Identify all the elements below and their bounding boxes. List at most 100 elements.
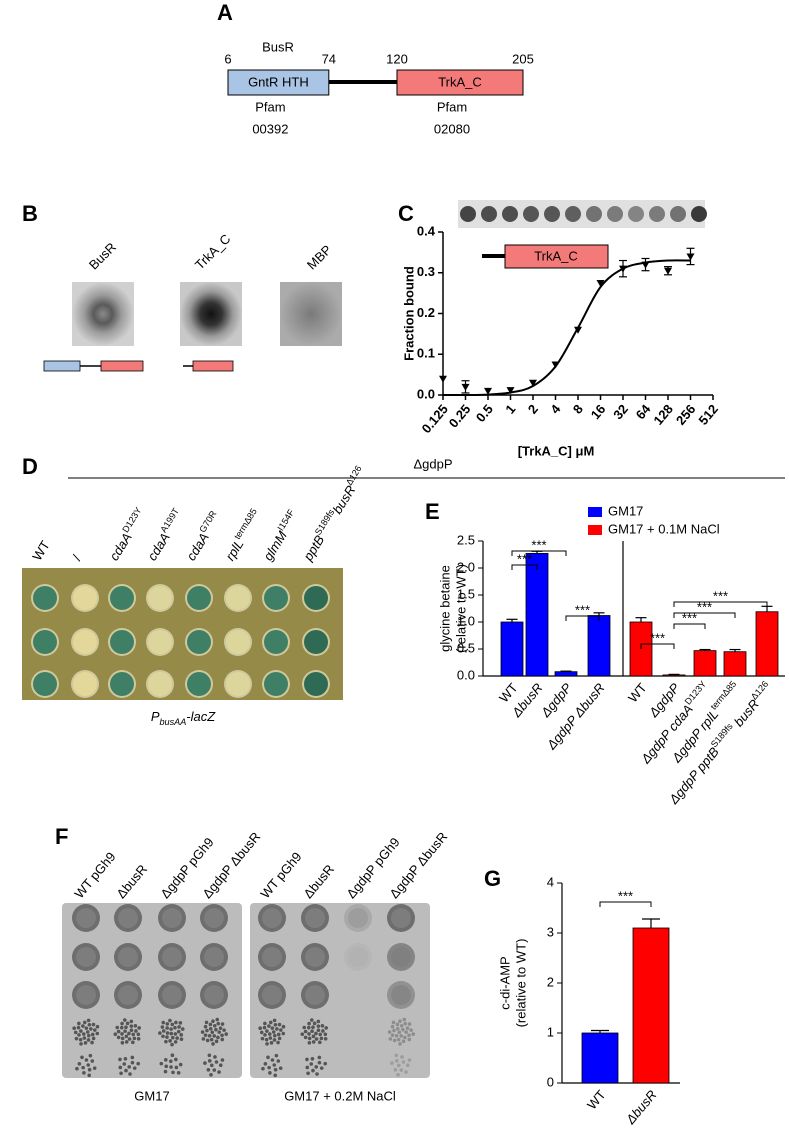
- colony-dot: [203, 1033, 208, 1037]
- colony-dot: [169, 1065, 173, 1069]
- colony-dot: [403, 1021, 408, 1026]
- colony-dot: [131, 1040, 135, 1045]
- colony-dot: [324, 1026, 328, 1030]
- plate: [22, 568, 343, 700]
- spot: [523, 206, 539, 222]
- legend-label: GM17: [608, 503, 643, 518]
- colony-dot: [161, 1034, 165, 1039]
- significance-label: ***: [697, 599, 712, 614]
- colony-dot: [209, 1037, 214, 1042]
- colony-dot: [271, 1030, 276, 1034]
- spot-core: [204, 947, 224, 967]
- colony-dot: [180, 1027, 185, 1031]
- y-axis-title: c-di-AMP: [497, 956, 512, 1009]
- colony-dot: [401, 1060, 406, 1064]
- colony-dot: [170, 1053, 175, 1058]
- spot-core: [305, 908, 325, 928]
- colony-dot: [204, 1020, 209, 1025]
- point: [641, 261, 650, 269]
- colony-dot: [84, 1026, 89, 1030]
- colony-dot: [203, 1024, 208, 1029]
- colony-dot: [93, 1028, 97, 1032]
- panel-letter: B: [22, 201, 38, 226]
- colony-dot: [392, 1038, 397, 1043]
- colony-dot: [171, 1070, 175, 1075]
- colony-dot: [405, 1063, 410, 1068]
- spot: [586, 206, 602, 222]
- spot-core: [162, 908, 182, 928]
- colony-dot: [88, 1053, 93, 1058]
- significance-label: ***: [618, 888, 633, 903]
- colony-dot: [173, 1032, 178, 1036]
- y-tick-label: 0.4: [417, 223, 436, 238]
- binding-spot: [72, 282, 134, 346]
- colony-dot: [407, 1058, 412, 1062]
- colony-dot: [84, 1058, 89, 1062]
- colony-dot: [87, 1073, 92, 1078]
- colony-dot: [218, 1026, 223, 1030]
- colony-dot: [316, 1024, 321, 1028]
- y-axis-title: (relative to WT): [513, 939, 528, 1028]
- colony-dot: [161, 1029, 166, 1033]
- point: [484, 387, 492, 395]
- colony-dot: [316, 1019, 321, 1024]
- spot-core: [348, 947, 368, 967]
- colony-dot: [281, 1024, 286, 1029]
- colony-dot: [260, 1036, 265, 1041]
- colony-dot: [263, 1033, 267, 1037]
- colony-dot: [179, 1033, 184, 1037]
- colony-dot: [409, 1028, 413, 1032]
- colony-dot: [136, 1036, 141, 1041]
- colony-dot: [165, 1031, 170, 1035]
- spot: [607, 206, 623, 222]
- colony-dot: [396, 1037, 401, 1042]
- colony-dot: [321, 1029, 325, 1033]
- colony-dot: [397, 1030, 402, 1035]
- colony-dot: [86, 1033, 91, 1038]
- colony-dot: [90, 1040, 94, 1045]
- point: [529, 379, 537, 387]
- colony-dot: [311, 1034, 316, 1039]
- colony-dot: [302, 1025, 307, 1030]
- spot-core: [118, 908, 138, 928]
- domain-accession: 02080: [434, 121, 470, 136]
- colony-dot: [390, 1033, 395, 1037]
- colony: [187, 672, 211, 696]
- spot: [565, 206, 581, 222]
- colony-dot: [401, 1039, 406, 1044]
- x-axis-title: [TrkA_C] μM: [518, 443, 595, 458]
- colony-dot: [272, 1063, 277, 1067]
- label-part: /: [70, 552, 85, 563]
- colony-dot: [270, 1058, 275, 1062]
- spot-core: [262, 908, 282, 928]
- domain-box: [504, 244, 609, 269]
- domain-source: Pfam: [255, 99, 285, 114]
- colony-dot: [407, 1033, 411, 1038]
- colony-dot: [311, 1040, 316, 1044]
- colony-dot: [160, 1025, 165, 1029]
- colony-dot: [207, 1053, 212, 1058]
- y-tick-label: 0.1: [417, 346, 435, 361]
- colony-dot: [209, 1073, 213, 1077]
- colony-dot: [83, 1041, 88, 1045]
- spot-core: [348, 908, 368, 928]
- colony-dot: [398, 1019, 402, 1024]
- significance-label: ***: [682, 610, 697, 625]
- panel-letter: C: [398, 201, 414, 226]
- colony-dot: [392, 1028, 396, 1033]
- legend-label: GM17 + 0.1M NaCl: [608, 521, 720, 536]
- colony-dot: [129, 1024, 134, 1028]
- colony-dot: [303, 1029, 308, 1034]
- colony-dot: [86, 1018, 91, 1023]
- colony-dot: [323, 1061, 327, 1066]
- colony-dot: [387, 1030, 392, 1034]
- colony-dot: [277, 1036, 282, 1041]
- y-tick-label: 1.0: [457, 613, 475, 628]
- bar: [723, 651, 747, 677]
- y-tick-label: 0: [547, 1074, 554, 1089]
- colony: [73, 672, 97, 696]
- colony-dot: [120, 1036, 125, 1041]
- colony: [148, 630, 172, 654]
- colony-dot: [120, 1032, 124, 1036]
